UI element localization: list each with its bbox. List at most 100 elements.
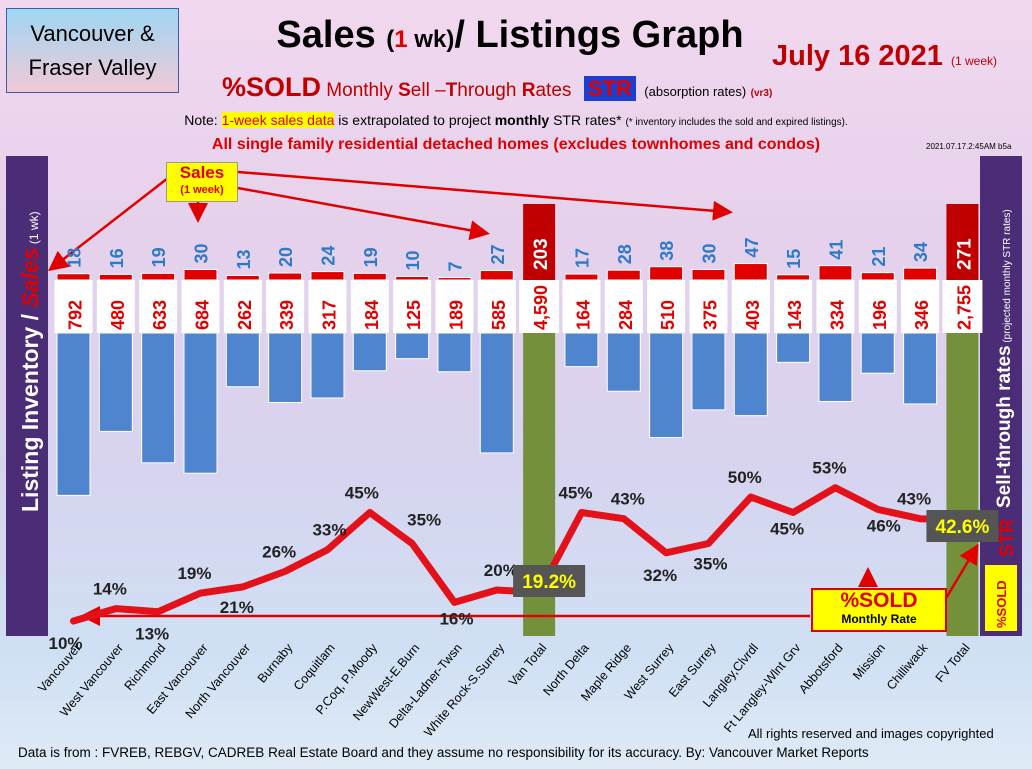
sold-rate-callout: %SOLD Monthly Rate: [811, 588, 947, 632]
sales-label: 7: [445, 262, 465, 272]
sales-label: 27: [488, 245, 508, 265]
note-small: (* inventory includes the sold and expir…: [625, 117, 848, 128]
sales-bar: [523, 204, 556, 280]
inventory-box: [942, 280, 983, 333]
inventory-bar: [437, 332, 472, 373]
sales-bar: [606, 269, 641, 281]
sold-callout-line1: %SOLD: [840, 589, 918, 612]
sub-absorption: (absorption rates): [644, 84, 747, 99]
inventory-label: 125: [404, 300, 424, 330]
inventory-label: 633: [150, 300, 170, 330]
inventory-box: [519, 280, 560, 333]
category-label: FV Total: [933, 641, 973, 685]
sales-label: 38: [657, 241, 677, 261]
note-prefix: Note:: [184, 112, 222, 128]
inventory-label: 284: [616, 300, 636, 330]
sales-label: 47: [742, 238, 762, 258]
percent-label: 45%: [770, 520, 804, 539]
date-line: July 16 2021 (1 week): [772, 40, 997, 73]
inventory-box: [858, 280, 897, 333]
percent-label: 19%: [177, 564, 211, 583]
title-part1: Sales: [276, 14, 387, 56]
sales-bar: [776, 274, 811, 281]
sales-bar: [479, 270, 514, 281]
sales-label: 10: [403, 250, 423, 270]
category-label: Chilliwack: [884, 640, 931, 692]
sales-bar: [564, 273, 599, 281]
percent-label: 33%: [312, 521, 346, 540]
category-label: Ft Langley-Wlnt Grv: [721, 640, 804, 735]
sales-label: 203: [531, 238, 552, 270]
copyright: All rights reserved and images copyright…: [748, 726, 994, 741]
inventory-box: [604, 280, 643, 333]
inventory-label: 480: [108, 300, 128, 330]
inventory-bar: [649, 332, 684, 439]
sales-label: 28: [615, 244, 635, 264]
inventory-bar: [903, 332, 938, 405]
inventory-label: 317: [319, 300, 339, 330]
right-sold-label: %SOLD: [994, 580, 1009, 628]
right-axis-label: Sell-through rates (projected monthly ST…: [994, 209, 1015, 508]
inventory-bar: [606, 332, 641, 392]
sales-label: 30: [191, 243, 211, 263]
percent-label: 45%: [558, 484, 592, 503]
sales-bar: [649, 266, 684, 281]
sales-callout-line2: (1 week): [180, 184, 224, 196]
sales-label: 271: [954, 238, 975, 270]
left-axis-panel: [6, 156, 48, 636]
note-highlight: 1-week sales data: [221, 112, 335, 128]
inventory-label: 585: [489, 300, 509, 330]
sales-label: 41: [826, 240, 846, 260]
sub-sold: %SOLD: [222, 72, 322, 102]
sales-bar: [352, 272, 387, 281]
percent-label: 53%: [812, 459, 846, 478]
percent-label: 43%: [611, 490, 645, 509]
inventory-label: 196: [870, 300, 890, 330]
percent-label: 43%: [897, 490, 931, 509]
left-axis-label-prefix: Listing Inventory /: [17, 313, 43, 512]
sub-version: (vr3): [750, 88, 773, 99]
inventory-box: [266, 280, 305, 333]
sales-bar: [437, 277, 472, 281]
sales-label: 20: [276, 247, 296, 267]
right-axis-panel: [980, 156, 1022, 636]
sales-bar: [56, 273, 91, 281]
inventory-bar: [141, 332, 176, 464]
note-bold: monthly: [494, 112, 550, 128]
inventory-box: [223, 280, 262, 333]
sales-bar: [860, 272, 895, 281]
category-label: Delta-Ladner-Twsn: [386, 641, 465, 731]
inventory-box: [181, 280, 220, 333]
sales-callout: Sales (1 week): [166, 162, 238, 202]
right-str-label: STR: [997, 519, 1018, 557]
sales-arrow: [48, 177, 169, 272]
sales-callout-line1: Sales: [179, 163, 225, 182]
inventory-box: [477, 280, 516, 333]
inventory-bar: [183, 332, 218, 474]
percent-label: 21%: [220, 598, 254, 617]
category-label: Burnaby: [255, 640, 296, 685]
date: July 16 2021: [772, 40, 943, 72]
inventory-label: 792: [66, 300, 86, 330]
region-line2: Fraser Valley: [28, 54, 157, 80]
title-paren-rest: wk): [407, 26, 455, 53]
sales-bar: [395, 276, 430, 281]
inventory-bar: [56, 332, 91, 496]
inventory-label: 2,755: [954, 285, 974, 330]
sales-label: 13: [234, 249, 254, 269]
sub-hrough: hrough: [457, 80, 522, 101]
inventory-label: 4,590: [531, 285, 551, 330]
category-label: Richmond: [122, 641, 169, 693]
sales-bar: [818, 265, 853, 281]
sales-arrow: [237, 186, 490, 241]
title-num: 1: [394, 26, 408, 53]
inventory-box: [308, 280, 347, 333]
percent-label: 10%: [48, 634, 82, 653]
category-label: Coquitlam: [291, 641, 338, 693]
percent-label: 14%: [93, 580, 127, 599]
inventory-box: [816, 280, 855, 333]
inventory-bar: [395, 332, 430, 360]
inventory-bar: [818, 332, 853, 402]
date-note: (1 week): [950, 54, 997, 68]
sales-label: 19: [149, 247, 169, 267]
